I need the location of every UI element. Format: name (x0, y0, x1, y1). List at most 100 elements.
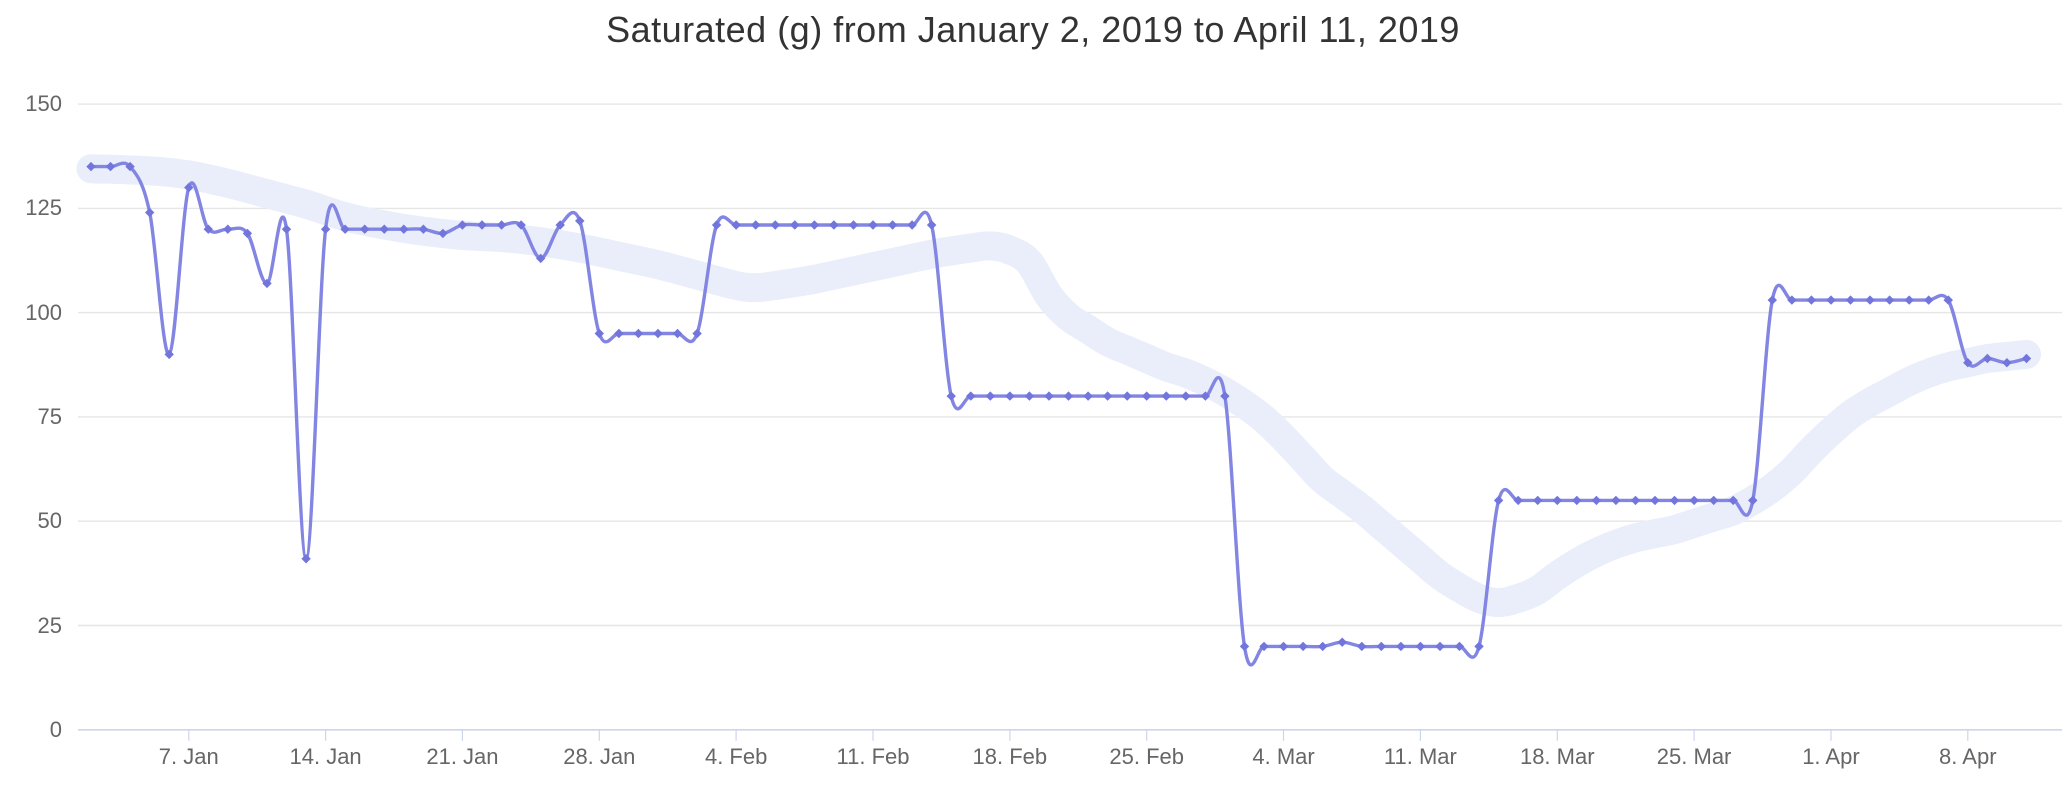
data-point-marker[interactable] (1826, 295, 1836, 305)
data-point-marker[interactable] (1259, 641, 1269, 652)
data-point-marker[interactable] (555, 220, 565, 230)
data-point-marker[interactable] (1924, 295, 1934, 305)
data-point-marker[interactable] (340, 224, 350, 234)
data-point-marker[interactable] (790, 220, 800, 230)
data-point-marker[interactable] (1376, 641, 1386, 652)
data-point-marker[interactable] (1630, 495, 1641, 506)
data-point-marker[interactable] (692, 328, 702, 339)
data-point-marker[interactable] (379, 224, 389, 234)
data-point-marker[interactable] (399, 224, 409, 234)
data-point-marker[interactable] (86, 161, 96, 172)
data-point-marker[interactable] (1767, 295, 1777, 305)
data-point-marker[interactable] (594, 328, 604, 339)
data-point-marker[interactable] (1904, 295, 1914, 305)
data-point-marker[interactable] (262, 278, 272, 289)
data-point-marker[interactable] (731, 220, 741, 230)
data-point-marker[interactable] (1533, 495, 1543, 506)
data-point-marker[interactable] (1689, 495, 1699, 506)
data-point-marker[interactable] (105, 161, 116, 172)
data-point-marker[interactable] (1728, 495, 1738, 506)
data-point-marker[interactable] (125, 161, 135, 172)
data-point-marker[interactable] (457, 220, 468, 230)
data-point-marker[interactable] (1865, 295, 1875, 305)
data-point-marker[interactable] (1024, 391, 1035, 401)
data-point-marker[interactable] (1415, 641, 1426, 652)
data-point-marker[interactable] (1963, 358, 1973, 368)
data-point-marker[interactable] (672, 328, 683, 339)
data-point-marker[interactable] (868, 220, 878, 230)
data-point-marker[interactable] (1142, 391, 1152, 401)
data-point-marker[interactable] (223, 224, 233, 234)
data-point-marker[interactable] (1220, 391, 1230, 401)
data-point-marker[interactable] (1474, 641, 1484, 652)
data-point-marker[interactable] (536, 253, 546, 264)
data-point-marker[interactable] (145, 207, 155, 218)
data-point-marker[interactable] (1278, 641, 1289, 652)
data-point-marker[interactable] (164, 349, 174, 360)
data-point-marker[interactable] (887, 220, 898, 230)
data-point-marker[interactable] (946, 391, 956, 401)
data-point-marker[interactable] (1083, 391, 1093, 401)
data-point-marker[interactable] (1982, 353, 1993, 364)
data-point-marker[interactable] (1669, 495, 1680, 506)
data-point-marker[interactable] (575, 216, 585, 226)
data-point-marker[interactable] (1552, 495, 1563, 506)
data-point-marker[interactable] (633, 328, 644, 339)
data-point-marker[interactable] (242, 228, 253, 239)
data-point-marker[interactable] (751, 220, 761, 230)
data-point-marker[interactable] (1298, 641, 1308, 652)
data-point-marker[interactable] (1102, 391, 1113, 401)
data-point-marker[interactable] (516, 220, 526, 230)
data-point-marker[interactable] (1044, 391, 1054, 401)
data-point-marker[interactable] (2021, 353, 2032, 364)
data-point-marker[interactable] (438, 228, 448, 239)
data-point-marker[interactable] (614, 328, 624, 339)
data-point-marker[interactable] (184, 182, 194, 193)
data-point-marker[interactable] (1806, 295, 1817, 305)
data-point-marker[interactable] (907, 220, 917, 230)
data-point-marker[interactable] (985, 391, 995, 401)
data-point-marker[interactable] (1063, 391, 1074, 401)
data-point-marker[interactable] (711, 220, 722, 230)
data-point-marker[interactable] (1845, 295, 1856, 305)
data-point-marker[interactable] (1611, 495, 1621, 506)
data-point-marker[interactable] (320, 224, 331, 234)
data-point-marker[interactable] (1650, 495, 1660, 506)
data-point-marker[interactable] (829, 220, 839, 230)
data-point-marker[interactable] (653, 328, 663, 339)
data-point-marker[interactable] (1435, 641, 1445, 652)
data-point-marker[interactable] (1005, 391, 1015, 401)
data-point-marker[interactable] (1318, 641, 1328, 652)
data-point-marker[interactable] (1357, 641, 1367, 652)
data-point-marker[interactable] (1884, 295, 1895, 305)
data-point-marker[interactable] (1161, 391, 1172, 401)
data-point-marker[interactable] (1454, 641, 1465, 652)
data-point-marker[interactable] (496, 220, 507, 230)
data-point-marker[interactable] (1572, 495, 1582, 506)
data-point-marker[interactable] (1748, 495, 1758, 506)
data-point-marker[interactable] (418, 224, 429, 234)
data-point-marker[interactable] (301, 554, 311, 564)
data-point-marker[interactable] (360, 224, 370, 234)
data-point-marker[interactable] (1396, 641, 1406, 652)
data-point-marker[interactable] (809, 220, 820, 230)
data-point-marker[interactable] (1122, 391, 1132, 401)
data-point-marker[interactable] (770, 220, 781, 230)
data-point-marker[interactable] (966, 391, 976, 401)
data-point-marker[interactable] (1709, 495, 1719, 506)
data-point-marker[interactable] (1239, 641, 1250, 652)
data-point-marker[interactable] (1513, 495, 1523, 506)
data-point-marker[interactable] (848, 220, 859, 230)
data-point-marker[interactable] (1493, 495, 1504, 506)
data-point-marker[interactable] (1591, 495, 1602, 506)
data-point-marker[interactable] (2002, 358, 2012, 368)
data-point-marker[interactable] (1337, 637, 1347, 647)
data-point-marker[interactable] (1200, 391, 1211, 401)
data-point-marker[interactable] (281, 224, 292, 234)
data-point-marker[interactable] (203, 224, 213, 234)
data-point-marker[interactable] (926, 220, 937, 230)
data-point-marker[interactable] (477, 220, 487, 230)
data-point-marker[interactable] (1787, 295, 1797, 305)
data-point-marker[interactable] (1181, 391, 1191, 401)
data-point-marker[interactable] (1943, 295, 1954, 305)
